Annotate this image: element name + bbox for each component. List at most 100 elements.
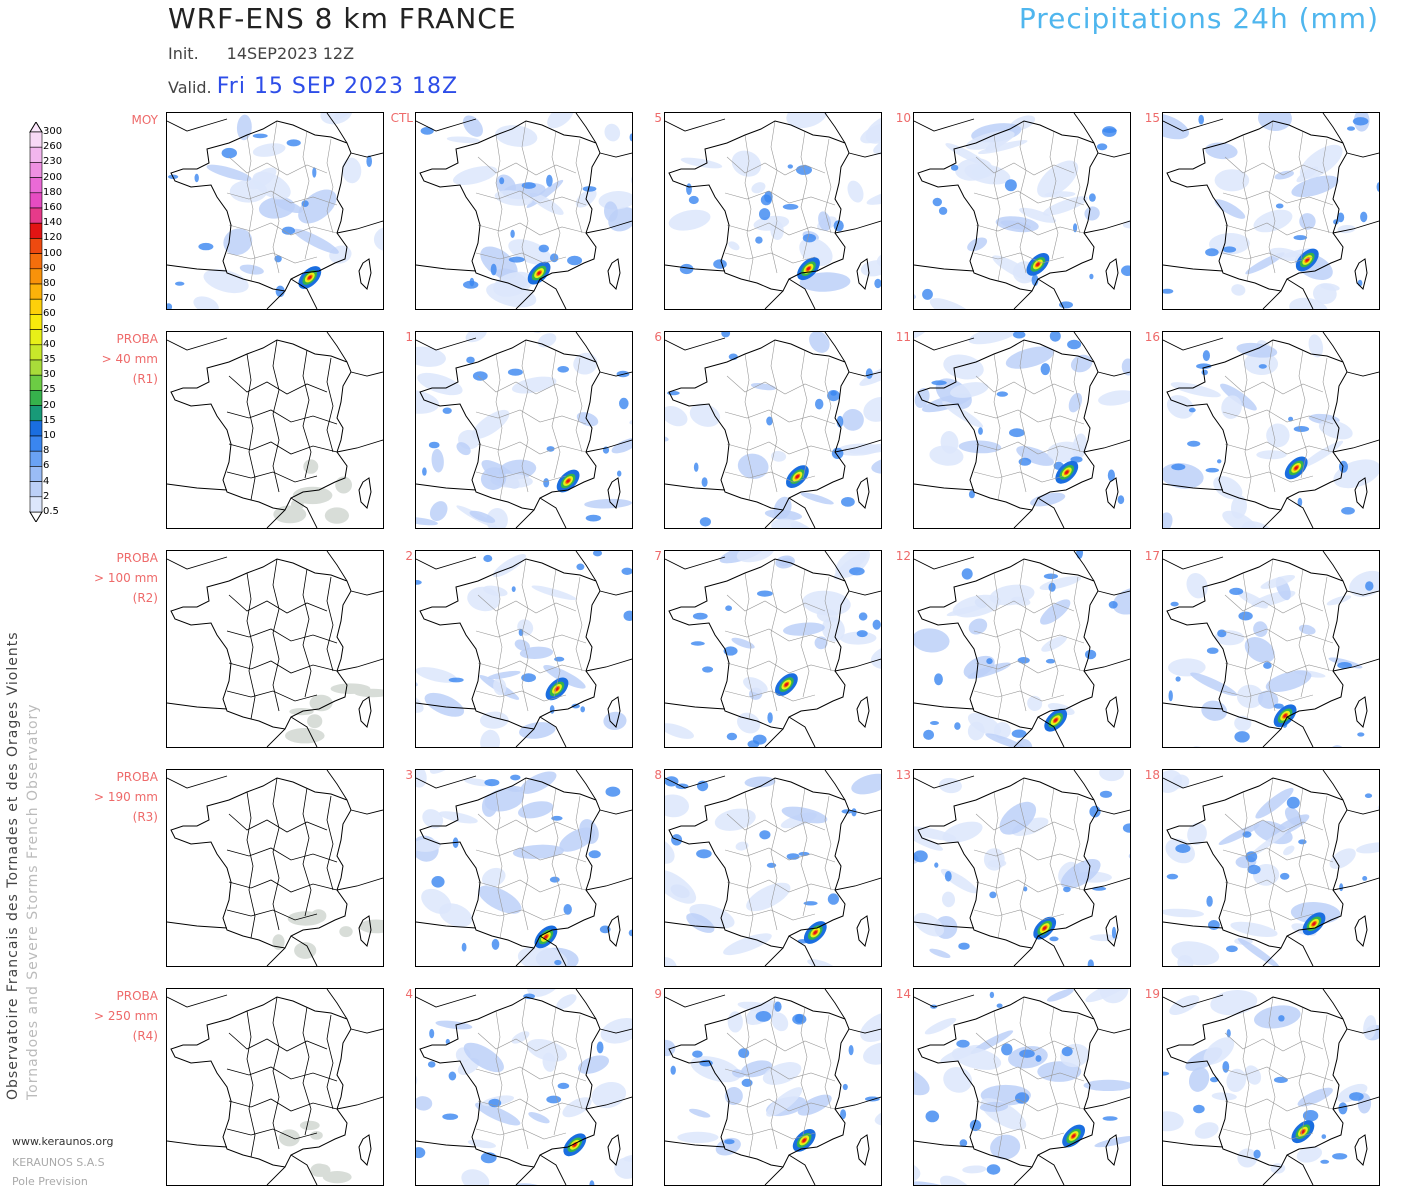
rain-cell xyxy=(490,263,497,276)
coastline xyxy=(764,509,784,528)
website-link[interactable]: www.keraunos.org xyxy=(12,1135,114,1148)
coastline xyxy=(326,989,348,1020)
france-outline xyxy=(917,777,1099,949)
rain-cell xyxy=(416,1147,426,1159)
coastline xyxy=(290,716,318,747)
rain-area xyxy=(1284,806,1302,826)
department-border xyxy=(226,1066,338,1082)
map-panel-member xyxy=(913,769,1131,967)
coastline xyxy=(1322,770,1344,801)
coastline xyxy=(1037,1154,1065,1185)
rain-area xyxy=(467,1139,497,1149)
coastline xyxy=(1346,371,1379,377)
rain-area xyxy=(929,445,964,466)
coastline xyxy=(1322,113,1344,144)
department-border xyxy=(1222,628,1334,644)
rain-area xyxy=(686,913,715,933)
department-border xyxy=(1268,558,1276,712)
department-border xyxy=(228,222,338,236)
rain-cell xyxy=(849,567,865,576)
department-border xyxy=(1224,222,1334,236)
rain-cell xyxy=(1201,369,1208,376)
department-border xyxy=(495,353,505,501)
department-border xyxy=(800,1006,810,1136)
coastline xyxy=(1262,728,1282,747)
rain-cell xyxy=(856,630,868,638)
rain-area xyxy=(989,584,1035,606)
rain-area xyxy=(967,237,988,252)
rain-area xyxy=(484,787,524,812)
coastline xyxy=(914,264,975,272)
department-border xyxy=(1049,787,1059,917)
department-border xyxy=(475,909,567,921)
rain-area xyxy=(1363,1015,1377,1040)
probability-area xyxy=(309,694,333,712)
department-border xyxy=(724,1066,836,1082)
coastline xyxy=(416,264,477,272)
rain-area xyxy=(274,199,303,214)
rain-cell xyxy=(1341,507,1355,515)
rain-area xyxy=(689,903,735,929)
department-border xyxy=(824,357,832,453)
colorbar-label: 35 xyxy=(43,354,56,365)
coastline xyxy=(848,371,881,377)
rain-area xyxy=(1265,670,1312,692)
coastline xyxy=(266,1166,286,1185)
coastline xyxy=(1163,994,1224,1008)
rain-cell xyxy=(1102,1116,1118,1121)
map-panel-member xyxy=(913,331,1131,529)
precipitation-field xyxy=(272,909,383,959)
department-border xyxy=(575,795,583,891)
probability-area xyxy=(303,459,319,474)
rain-area xyxy=(514,639,530,651)
rain-cell xyxy=(865,1096,880,1102)
rain-cell xyxy=(767,712,773,724)
rain-area xyxy=(964,163,1011,185)
rain-cell xyxy=(986,1164,1001,1175)
rain-area xyxy=(1014,738,1033,747)
department-border xyxy=(744,791,754,939)
map-panel-member xyxy=(1162,331,1380,529)
department-border xyxy=(521,558,529,712)
department-border xyxy=(477,813,577,833)
department-border xyxy=(272,558,280,712)
map-panel-member xyxy=(415,988,633,1186)
coastline xyxy=(167,337,228,351)
rain-area xyxy=(727,1011,743,1033)
map-panel-probability xyxy=(166,550,384,748)
rain-area xyxy=(584,498,632,509)
rain-area xyxy=(1068,392,1083,413)
coastline xyxy=(515,1166,535,1185)
colorbar-swatch xyxy=(29,298,43,315)
rain-cell xyxy=(1273,703,1284,709)
rain-core xyxy=(806,267,811,271)
rain-cell xyxy=(1163,288,1174,294)
probability-area xyxy=(273,505,307,524)
colorbar-label: 200 xyxy=(43,171,63,183)
rain-cell xyxy=(1198,114,1204,125)
coastline xyxy=(350,590,383,596)
colorbar-label: 300 xyxy=(43,126,63,137)
coastline xyxy=(914,775,975,789)
rain-area xyxy=(942,401,984,428)
coastline xyxy=(575,332,597,363)
rain-cell xyxy=(986,658,993,665)
rain-area xyxy=(714,808,756,831)
colorbar-swatch xyxy=(29,146,43,163)
rain-area xyxy=(512,844,565,859)
coastline xyxy=(1332,1096,1379,1110)
rain-core xyxy=(1305,258,1309,262)
rain-cell xyxy=(576,563,585,571)
rain-cell xyxy=(922,288,933,300)
department-border xyxy=(477,1032,577,1052)
coastline xyxy=(1262,947,1282,966)
precipitation-field xyxy=(416,770,632,966)
rain-cell xyxy=(759,208,771,221)
rain-cell xyxy=(803,901,818,906)
member-label: 19 xyxy=(1144,987,1160,1001)
rain-cell xyxy=(932,197,942,207)
department-border xyxy=(521,339,529,493)
member-label: 5 xyxy=(654,111,662,125)
rain-cell xyxy=(865,368,873,379)
rain-area xyxy=(737,453,769,479)
